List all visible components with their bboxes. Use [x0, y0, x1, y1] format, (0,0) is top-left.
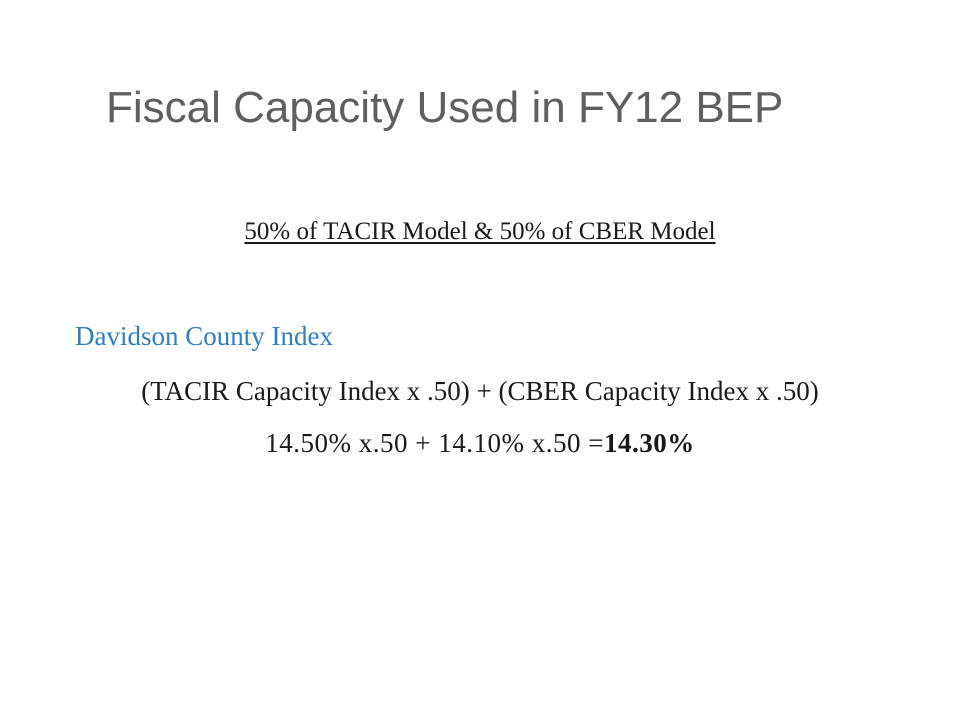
- calculation-line: 14.50% x.50 + 14.10% x.50 =14.30%: [0, 423, 960, 463]
- slide-title: Fiscal Capacity Used in FY12 BEP: [106, 83, 784, 132]
- capacity-formula: (TACIR Capacity Index x .50) + (CBER Cap…: [141, 376, 819, 406]
- davidson-county-index-label: Davidson County Index: [75, 321, 333, 351]
- model-weighting-subheading: 50% of TACIR Model & 50% of CBER Model: [244, 218, 716, 245]
- calculation-result: 14.30%: [603, 428, 695, 458]
- calculation-expression: 14.50% x.50 + 14.10% x.50 =: [265, 428, 604, 458]
